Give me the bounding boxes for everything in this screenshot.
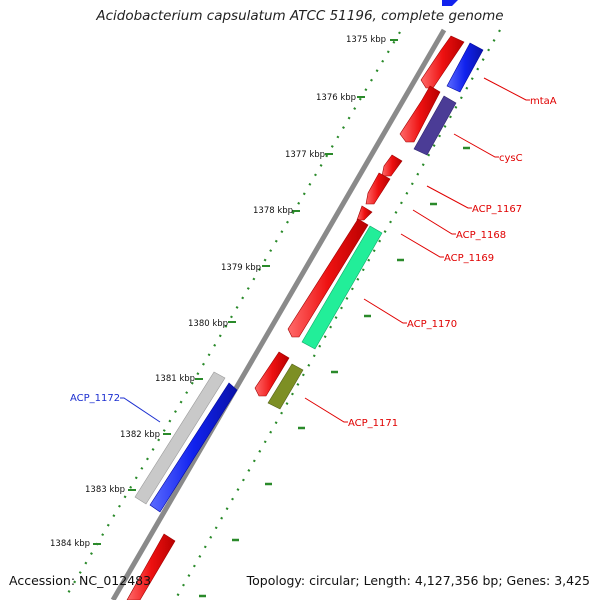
- feature-ACP_1172[interactable]: [134, 371, 226, 505]
- tick-label: 1380 kbp: [188, 319, 228, 329]
- feature-ACP_1168[interactable]: [365, 172, 391, 205]
- gene-label-ACP_1172[interactable]: ACP_1172: [70, 393, 120, 404]
- accession-text: Accession: NC_012483: [9, 573, 152, 588]
- tick-label: 1377 kbp: [285, 150, 325, 160]
- feature-cysC-cds[interactable]: [399, 85, 441, 143]
- feature-cysC[interactable]: [413, 95, 457, 156]
- gene-label-mtaA[interactable]: mtaA: [530, 96, 557, 107]
- genome-backbone: [110, 28, 447, 600]
- scale-ticks: 1375 kbp 1376 kbp 1377 kbp 1378 kbp 1379…: [50, 35, 398, 549]
- feature-ACP_1172-reverse[interactable]: [149, 382, 238, 513]
- tick-label: 1375 kbp: [346, 35, 386, 45]
- feature-ACP_1171-cds[interactable]: [254, 351, 290, 397]
- feature-ACP_1170-cds[interactable]: [287, 218, 369, 338]
- gene-label-ACP_1171[interactable]: ACP_1171: [348, 418, 398, 429]
- tick-label: 1381 kbp: [155, 374, 195, 384]
- outer-dotted-ring: [63, 31, 401, 600]
- tick-label: 1378 kbp: [253, 206, 293, 216]
- gene-label-cysC[interactable]: cysC: [499, 153, 523, 164]
- inner-dotted-ring: [174, 29, 501, 600]
- feature-ACP_1169[interactable]: [356, 205, 373, 221]
- tick-label: 1376 kbp: [316, 93, 356, 103]
- tick-label: 1382 kbp: [120, 430, 160, 440]
- genome-summary-text: Topology: circular; Length: 4,127,356 bp…: [246, 573, 590, 588]
- gene-label-ACP_1168[interactable]: ACP_1168: [456, 230, 506, 241]
- feature-bottom-partial[interactable]: [126, 533, 176, 600]
- label-leaders: [120, 77, 530, 423]
- map-title: Acidobacterium capsulatum ATCC 51196, co…: [96, 8, 504, 24]
- tick-label: 1383 kbp: [85, 485, 125, 495]
- feature-mtaA-reverse[interactable]: [446, 42, 484, 93]
- feature-ACP_1170[interactable]: [301, 225, 383, 350]
- feature-top-partial[interactable]: [442, 0, 458, 6]
- gene-label-ACP_1170[interactable]: ACP_1170: [407, 319, 457, 330]
- gene-label-ACP_1169[interactable]: ACP_1169: [444, 253, 494, 264]
- feature-ACP_1171[interactable]: [267, 363, 304, 410]
- inner-ring-marks: [199, 146, 470, 598]
- feature-ACP_1167[interactable]: [381, 154, 403, 177]
- tick-label: 1379 kbp: [221, 263, 261, 273]
- feature-mtaA[interactable]: [420, 35, 465, 89]
- gene-label-ACP_1167[interactable]: ACP_1167: [472, 204, 522, 215]
- tick-label: 1384 kbp: [50, 539, 90, 549]
